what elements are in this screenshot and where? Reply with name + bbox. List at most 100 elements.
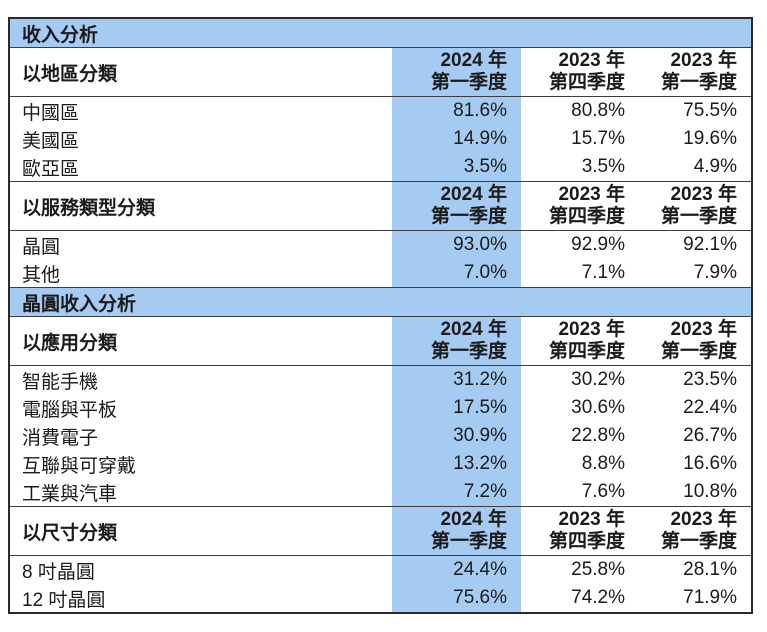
col-header-quarter: 第一季度 <box>430 341 507 362</box>
value-cell: 74.2% <box>571 587 625 608</box>
section-label-by-size: 以尺寸分類 <box>22 522 118 544</box>
value-cell: 8.8% <box>581 453 625 474</box>
value-cell: 30.6% <box>571 397 625 418</box>
table-row-china: 中國區 81.6% 80.8% 75.5% <box>10 97 751 125</box>
value-cell: 4.9% <box>693 156 737 177</box>
band-title-wafer-revenue: 晶圓收入分析 <box>10 288 751 316</box>
col-header-year: 2023 年 <box>558 319 625 340</box>
col-header-year: 2023 年 <box>670 50 737 71</box>
value-cell: 23.5% <box>683 369 737 390</box>
col-header-quarter: 第四季度 <box>548 206 625 227</box>
group-size-rows: 8 吋晶圓 24.4% 25.8% 28.1% 12 吋晶圓 75.6% 74.… <box>10 555 751 612</box>
section-by-service-type: 以服務類型分類 2024 年 第一季度 2023 年 第四季度 2023 年 第… <box>10 181 751 230</box>
col-header-year: 2024 年 <box>440 319 507 340</box>
value-cell: 28.1% <box>683 559 737 580</box>
col-header-quarter: 第一季度 <box>660 531 737 552</box>
section-label-by-region: 以地區分類 <box>22 63 118 85</box>
row-label: 12 吋晶圓 <box>22 589 106 611</box>
header-row-by-application: 以應用分類 2024 年 第一季度 2023 年 第四季度 2023 年 第一季… <box>10 317 751 365</box>
row-label: 互聯與可穿戴 <box>22 455 137 477</box>
value-cell: 14.9% <box>392 125 521 153</box>
row-label: 智能手機 <box>22 371 99 393</box>
group-service-type-rows: 晶圓 93.0% 92.9% 92.1% 其他 7.0% 7.1% 7.9% <box>10 230 751 287</box>
value-cell: 80.8% <box>571 100 625 121</box>
value-cell: 19.6% <box>683 128 737 149</box>
col-header-year: 2024 年 <box>440 184 507 205</box>
table-row-12inch-wafer: 12 吋晶圓 75.6% 74.2% 71.9% <box>10 584 751 612</box>
value-cell: 7.2% <box>392 478 521 506</box>
row-label: 8 吋晶圓 <box>22 561 95 583</box>
band-title-revenue: 收入分析 <box>10 19 751 47</box>
col-header-2023-q4: 2023 年 第四季度 <box>521 317 639 365</box>
value-cell: 3.5% <box>392 153 521 181</box>
col-header-2023-q1: 2023 年 第一季度 <box>639 48 751 96</box>
value-cell: 30.2% <box>571 369 625 390</box>
table-row-wafer: 晶圓 93.0% 92.9% 92.1% <box>10 231 751 259</box>
col-header-quarter: 第一季度 <box>430 72 507 93</box>
col-header-quarter: 第一季度 <box>660 341 737 362</box>
col-header-quarter: 第四季度 <box>548 341 625 362</box>
col-header-year: 2023 年 <box>558 50 625 71</box>
table-row-computer-tablet: 電腦與平板 17.5% 30.6% 22.4% <box>10 394 751 422</box>
table-row-industrial-automotive: 工業與汽車 7.2% 7.6% 10.8% <box>10 478 751 506</box>
group-region-rows: 中國區 81.6% 80.8% 75.5% 美國區 14.9% 15.7% 19… <box>10 96 751 181</box>
row-label: 美國區 <box>22 130 80 152</box>
value-cell: 92.9% <box>571 234 625 255</box>
header-row-by-region: 以地區分類 2024 年 第一季度 2023 年 第四季度 2023 年 第一季… <box>10 48 751 96</box>
value-cell: 93.0% <box>392 231 521 259</box>
section-wafer-revenue-analysis: 晶圓收入分析 <box>10 287 751 316</box>
col-header-year: 2023 年 <box>558 184 625 205</box>
value-cell: 7.0% <box>392 259 521 287</box>
value-cell: 75.5% <box>683 100 737 121</box>
value-cell: 10.8% <box>683 481 737 502</box>
value-cell: 13.2% <box>392 450 521 478</box>
table-row-usa: 美國區 14.9% 15.7% 19.6% <box>10 125 751 153</box>
value-cell: 22.4% <box>683 397 737 418</box>
section-revenue-analysis: 收入分析 <box>10 19 751 47</box>
col-header-year: 2023 年 <box>670 184 737 205</box>
section-label-by-application: 以應用分類 <box>22 332 118 354</box>
col-header-2023-q1: 2023 年 第一季度 <box>639 182 751 230</box>
col-header-year: 2023 年 <box>670 319 737 340</box>
table-row-eurasia: 歐亞區 3.5% 3.5% 4.9% <box>10 153 751 181</box>
col-header-2023-q4: 2023 年 第四季度 <box>521 48 639 96</box>
table-row-others: 其他 7.0% 7.1% 7.9% <box>10 259 751 287</box>
group-application-rows: 智能手機 31.2% 30.2% 23.5% 電腦與平板 17.5% 30.6%… <box>10 365 751 506</box>
col-header-quarter: 第四季度 <box>548 531 625 552</box>
row-label: 晶圓 <box>22 236 61 258</box>
row-label: 中國區 <box>22 102 80 124</box>
value-cell: 81.6% <box>392 97 521 125</box>
row-label: 其他 <box>22 264 61 286</box>
header-row-by-size: 以尺寸分類 2024 年 第一季度 2023 年 第四季度 2023 年 第一季… <box>10 507 751 555</box>
row-label: 歐亞區 <box>22 158 80 180</box>
col-header-2024-q1: 2024 年 第一季度 <box>392 507 521 555</box>
value-cell: 92.1% <box>683 234 737 255</box>
col-header-quarter: 第一季度 <box>660 206 737 227</box>
section-label-by-service-type: 以服務類型分類 <box>22 197 156 219</box>
table-row-consumer-electronics: 消費電子 30.9% 22.8% 26.7% <box>10 422 751 450</box>
table-row-8inch-wafer: 8 吋晶圓 24.4% 25.8% 28.1% <box>10 556 751 584</box>
value-cell: 16.6% <box>683 453 737 474</box>
value-cell: 26.7% <box>683 425 737 446</box>
col-header-year: 2023 年 <box>558 509 625 530</box>
value-cell: 7.9% <box>693 262 737 283</box>
value-cell: 31.2% <box>392 366 521 394</box>
value-cell: 3.5% <box>581 156 625 177</box>
col-header-year: 2024 年 <box>440 50 507 71</box>
section-by-region: 以地區分類 2024 年 第一季度 2023 年 第四季度 2023 年 第一季… <box>10 47 751 96</box>
table-row-smartphone: 智能手機 31.2% 30.2% 23.5% <box>10 366 751 394</box>
col-header-2023-q4: 2023 年 第四季度 <box>521 182 639 230</box>
col-header-2024-q1: 2024 年 第一季度 <box>392 48 521 96</box>
value-cell: 25.8% <box>571 559 625 580</box>
col-header-quarter: 第一季度 <box>430 531 507 552</box>
value-cell: 30.9% <box>392 422 521 450</box>
value-cell: 71.9% <box>683 587 737 608</box>
col-header-year: 2024 年 <box>440 509 507 530</box>
col-header-2023-q4: 2023 年 第四季度 <box>521 507 639 555</box>
col-header-2023-q1: 2023 年 第一季度 <box>639 507 751 555</box>
section-by-application: 以應用分類 2024 年 第一季度 2023 年 第四季度 2023 年 第一季… <box>10 316 751 365</box>
value-cell: 22.8% <box>571 425 625 446</box>
revenue-analysis-table: 收入分析 以地區分類 2024 年 第一季度 2023 年 第四季度 2023 … <box>8 17 753 614</box>
table-row-connectivity-wearable: 互聯與可穿戴 13.2% 8.8% 16.6% <box>10 450 751 478</box>
value-cell: 7.1% <box>581 262 625 283</box>
